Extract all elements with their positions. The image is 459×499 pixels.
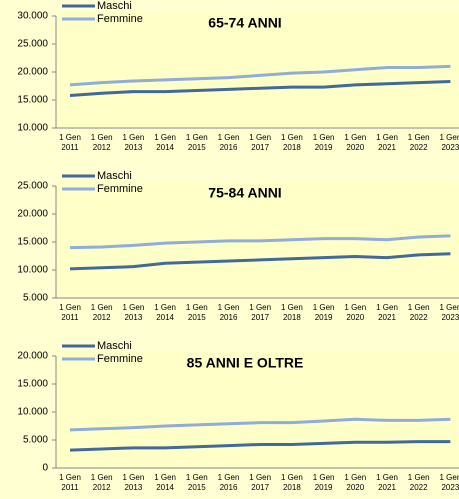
x-tick-label: 1 Gen 2018 [280, 133, 303, 152]
x-tick-label: 1 Gen 2023 [439, 303, 459, 322]
series-line [69, 252, 451, 271]
x-tick-label: 1 Gen 2017 [249, 303, 272, 322]
y-tick-label: 25.000 [17, 39, 48, 50]
legend-label: Femmine [97, 13, 143, 25]
x-tick-label: 1 Gen 2014 [154, 133, 176, 152]
series-line [69, 440, 451, 452]
x-tick-label: 1 Gen 2021 [376, 133, 398, 152]
x-tick-label: 1 Gen 2014 [154, 473, 176, 492]
x-tick-label: 1 Gen 2020 [344, 133, 367, 152]
x-tick-label: 1 Gen 2021 [376, 303, 398, 322]
x-tick-label: 1 Gen 2013 [122, 303, 145, 322]
x-tick-label: 1 Gen 2015 [185, 133, 208, 152]
y-tick-label: 20.000 [17, 351, 48, 362]
x-tick-label: 1 Gen 2023 [439, 473, 459, 492]
series-line [69, 234, 451, 250]
x-tick-label: 1 Gen 2021 [376, 473, 398, 492]
chart-title: 65-74 ANNI [208, 15, 281, 31]
x-tick-label: 1 Gen 2011 [59, 133, 81, 152]
x-tick-label: 1 Gen 2018 [280, 303, 303, 322]
y-tick-label: 5.000 [23, 293, 48, 304]
x-tick-label: 1 Gen 2012 [90, 133, 113, 152]
x-tick-label: 1 Gen 2016 [217, 473, 240, 492]
y-tick-label: 25.000 [17, 181, 48, 192]
series-line [69, 80, 451, 98]
x-tick-label: 1 Gen 2017 [249, 473, 272, 492]
x-tick-label: 1 Gen 2023 [439, 133, 459, 152]
y-tick-label: 20.000 [17, 209, 48, 220]
x-tick-label: 1 Gen 2020 [344, 473, 367, 492]
legend-label: Maschi [97, 0, 132, 12]
y-tick-label: 20.000 [17, 67, 48, 78]
y-tick-label: 30.000 [17, 11, 48, 22]
x-tick-label: 1 Gen 2014 [154, 303, 176, 322]
x-tick-label: 1 Gen 2018 [280, 473, 303, 492]
x-tick-label: 1 Gen 2019 [312, 133, 335, 152]
legend-label: Maschi [97, 170, 132, 182]
x-tick-label: 1 Gen 2013 [122, 473, 145, 492]
x-tick-label: 1 Gen 2022 [407, 303, 430, 322]
x-tick-label: 1 Gen 2015 [185, 303, 208, 322]
x-tick-label: 1 Gen 2011 [59, 473, 81, 492]
x-tick-label: 1 Gen 2013 [122, 133, 145, 152]
x-tick-label: 1 Gen 2012 [90, 303, 113, 322]
chart-title: 85 ANNI E OLTRE [187, 355, 304, 371]
y-tick-label: 10.000 [17, 407, 48, 418]
series-line [69, 64, 451, 87]
series-line [69, 417, 451, 432]
x-tick-label: 1 Gen 2019 [312, 303, 335, 322]
y-tick-label: 10.000 [17, 123, 48, 134]
y-tick-label: 10.000 [17, 265, 48, 276]
x-tick-label: 1 Gen 2012 [90, 473, 113, 492]
legend-label: Femmine [97, 183, 143, 195]
legend-label: Femmine [97, 353, 143, 365]
y-tick-label: 0 [42, 463, 48, 474]
chart-title: 75-84 ANNI [208, 185, 281, 201]
x-tick-label: 1 Gen 2022 [407, 133, 430, 152]
x-tick-label: 1 Gen 2011 [59, 303, 81, 322]
x-tick-label: 1 Gen 2022 [407, 473, 430, 492]
y-tick-label: 15.000 [17, 379, 48, 390]
x-tick-label: 1 Gen 2015 [185, 473, 208, 492]
x-tick-label: 1 Gen 2019 [312, 473, 335, 492]
y-tick-label: 5.000 [23, 435, 48, 446]
y-tick-label: 15.000 [17, 95, 48, 106]
x-tick-label: 1 Gen 2017 [249, 133, 272, 152]
x-tick-label: 1 Gen 2020 [344, 303, 367, 322]
legend-label: Maschi [97, 340, 132, 352]
x-tick-label: 1 Gen 2016 [217, 133, 240, 152]
x-tick-label: 1 Gen 2016 [217, 303, 240, 322]
y-tick-label: 15.000 [17, 237, 48, 248]
plot-area [56, 12, 459, 128]
